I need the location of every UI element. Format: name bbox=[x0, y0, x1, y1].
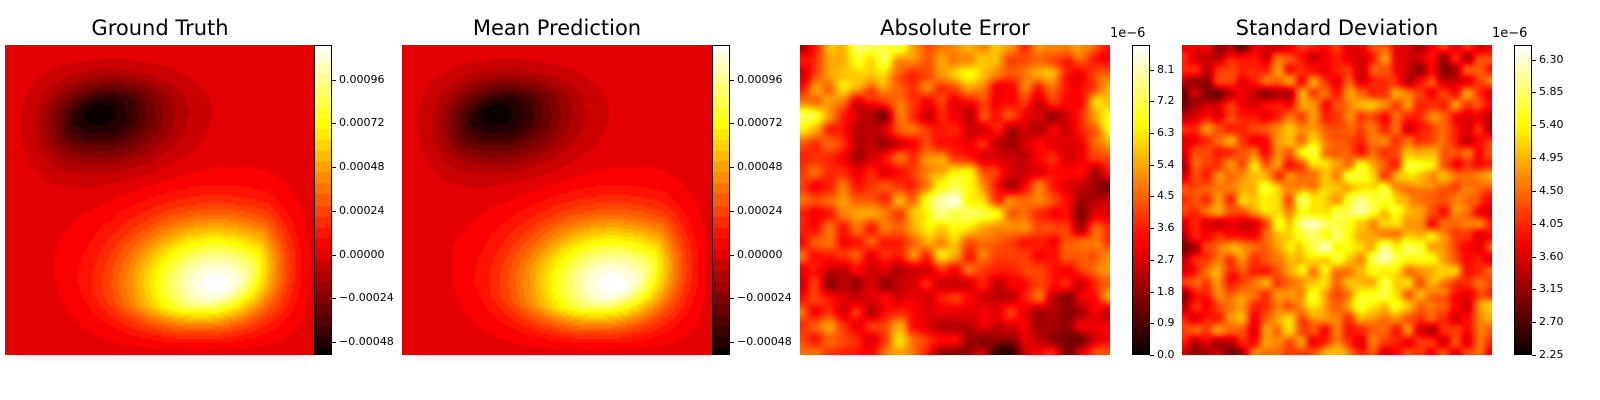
colorbar-tick-label: 3.15 bbox=[1539, 282, 1564, 296]
panel-title: Ground Truth bbox=[91, 16, 229, 40]
panel-standard-deviation: Standard Deviation 2.25 2.70 3.15 3.60 4.05 4… bbox=[1182, 0, 1600, 400]
colorbar-tick-label: −0.00048 bbox=[339, 335, 394, 349]
panel-title: Standard Deviation bbox=[1235, 16, 1439, 40]
colorbar-tick-mark bbox=[332, 79, 336, 81]
colorbar-tick-mark bbox=[1532, 256, 1536, 258]
colorbar-tick-label: 4.50 bbox=[1539, 183, 1564, 197]
colorbar-tick-label: −0.00024 bbox=[339, 291, 394, 305]
colorbar-tick-label: −0.00048 bbox=[737, 335, 792, 349]
colorbar-tick-mark bbox=[1532, 322, 1536, 324]
colorbar-tick-label: 0.00096 bbox=[737, 72, 783, 86]
colorbar-tick-label: 2.7 bbox=[1157, 252, 1175, 266]
colorbar-tick-label: 5.85 bbox=[1539, 85, 1564, 99]
colorbar-tick-label: 0.00000 bbox=[339, 247, 385, 261]
colorbar-tick-label: 3.60 bbox=[1539, 249, 1564, 263]
colorbar-tick-mark bbox=[1150, 101, 1154, 103]
colorbar-mean-prediction bbox=[712, 45, 730, 355]
colorbar-tick-label: 0.00048 bbox=[339, 160, 385, 174]
colorbar-tick-mark bbox=[332, 123, 336, 125]
colorbar-tick-label: 5.40 bbox=[1539, 118, 1564, 132]
colorbar-tick-mark bbox=[730, 79, 734, 81]
colorbar-tick-mark bbox=[730, 167, 734, 169]
colorbar-tick-mark bbox=[1150, 164, 1154, 166]
colorbar-tick-label: 0.00048 bbox=[737, 160, 783, 174]
colorbar-tick-mark bbox=[1150, 69, 1154, 71]
colorbar-tick-label: 4.95 bbox=[1539, 151, 1564, 165]
colorbar-tick-mark bbox=[730, 254, 734, 256]
panel-mean-prediction: Mean Prediction −0.00048 −0.00024 0.00000 0… bbox=[400, 0, 800, 400]
colorbar-tick-label: 0.00024 bbox=[339, 203, 385, 217]
colorbar-tick-mark bbox=[1150, 259, 1154, 261]
colorbar-tick-mark bbox=[1150, 196, 1154, 198]
colorbar-tick-label: 0.00072 bbox=[737, 116, 783, 130]
heatmap-mean-prediction bbox=[402, 45, 712, 355]
colorbar-tick-label: 6.30 bbox=[1539, 52, 1564, 66]
heatmap-absolute-error bbox=[800, 45, 1110, 355]
colorbar-tick-mark bbox=[332, 342, 336, 344]
colorbar-tick-mark bbox=[1150, 291, 1154, 293]
colorbar-tick-mark bbox=[1150, 228, 1154, 230]
colorbar-tick-label: 7.2 bbox=[1157, 94, 1175, 108]
colorbar-tick-label: 8.1 bbox=[1157, 62, 1175, 76]
colorbar-tick-label: 0.00072 bbox=[339, 116, 385, 130]
panel-title: Absolute Error bbox=[880, 16, 1030, 40]
colorbar-tick-label: 2.25 bbox=[1539, 348, 1564, 361]
colorbar-offset-text: 1e−6 bbox=[1492, 26, 1528, 41]
colorbar-absolute-error bbox=[1132, 45, 1150, 355]
panel-title: Mean Prediction bbox=[472, 16, 642, 40]
colorbar-tick-label: 0.9 bbox=[1157, 316, 1175, 330]
colorbar-tick-label: 0.0 bbox=[1157, 348, 1175, 361]
colorbar-tick-label: 4.5 bbox=[1157, 189, 1175, 203]
colorbar-tick-mark bbox=[1150, 323, 1154, 325]
colorbar-tick-mark bbox=[1532, 59, 1536, 61]
colorbar-tick-label: 4.05 bbox=[1539, 216, 1564, 230]
colorbar-tick-mark bbox=[730, 342, 734, 344]
panel-absolute-error: Absolute Error 0.0 0.9 1.8 2.7 3.6 4.5 5.4 6.3 7… bbox=[800, 0, 1190, 400]
colorbar-offset-text: 1e−6 bbox=[1110, 26, 1146, 41]
colorbar-tick-label: 0.00024 bbox=[737, 203, 783, 217]
colorbar-tick-label: 0.00096 bbox=[339, 72, 385, 86]
colorbar-tick-mark bbox=[332, 298, 336, 300]
colorbar-tick-mark bbox=[1532, 92, 1536, 94]
colorbar-tick-mark bbox=[1532, 355, 1536, 356]
colorbar-tick-mark bbox=[332, 167, 336, 169]
panel-ground-truth: Ground Truth −0.00048 −0.00024 0.00000 0.00… bbox=[0, 0, 400, 400]
colorbar-tick-mark bbox=[1532, 125, 1536, 127]
colorbar-tick-mark bbox=[332, 254, 336, 256]
colorbar-tick-mark bbox=[1532, 223, 1536, 225]
colorbar-tick-label: −0.00024 bbox=[737, 291, 792, 305]
colorbar-tick-mark bbox=[730, 298, 734, 300]
colorbar-tick-mark bbox=[332, 210, 336, 212]
colorbar-tick-label: 6.3 bbox=[1157, 126, 1175, 140]
colorbar-tick-mark bbox=[730, 123, 734, 125]
colorbar-ground-truth bbox=[314, 45, 332, 355]
colorbar-tick-label: 5.4 bbox=[1157, 157, 1175, 171]
colorbar-tick-mark bbox=[1532, 289, 1536, 291]
colorbar-tick-label: 0.00000 bbox=[737, 247, 783, 261]
colorbar-tick-label: 1.8 bbox=[1157, 284, 1175, 298]
heatmap-standard-deviation bbox=[1182, 45, 1492, 355]
colorbar-standard-deviation bbox=[1514, 45, 1532, 355]
colorbar-tick-label: 3.6 bbox=[1157, 221, 1175, 235]
colorbar-tick-mark bbox=[730, 210, 734, 212]
colorbar-tick-mark bbox=[1150, 133, 1154, 135]
heatmap-ground-truth bbox=[5, 45, 315, 355]
colorbar-tick-mark bbox=[1150, 355, 1154, 356]
colorbar-tick-mark bbox=[1532, 158, 1536, 160]
colorbar-tick-mark bbox=[1532, 190, 1536, 192]
colorbar-tick-label: 2.70 bbox=[1539, 315, 1564, 329]
